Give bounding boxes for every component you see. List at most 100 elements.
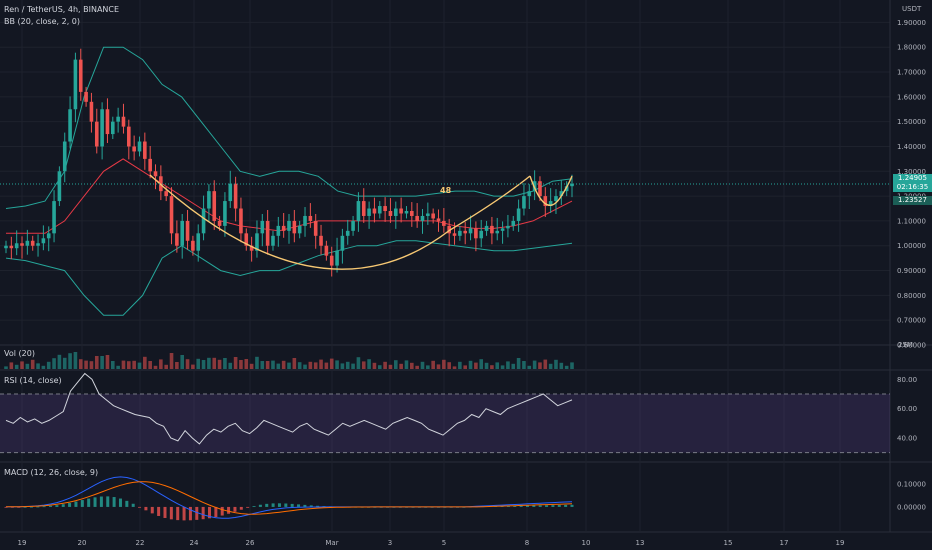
macd-histogram-bar (188, 506, 192, 521)
volume-bar (532, 360, 537, 369)
macd-legend[interactable]: MACD (12, 26, close, 9) (4, 468, 99, 477)
price-tick-label: 1.30000 (897, 168, 926, 176)
candle-body (169, 196, 174, 234)
candle-body (46, 233, 51, 239)
price-tick-label: 0.80000 (897, 292, 926, 300)
candle-body (175, 233, 179, 246)
candle-body (570, 183, 574, 187)
candle-body (276, 225, 281, 236)
candle-body (4, 245, 8, 249)
bar-countdown: 02:16:35 (896, 183, 929, 191)
candle-body (463, 230, 468, 234)
candle-body (143, 141, 147, 159)
current-price-badge: 1.24905 02:16:35 (893, 174, 932, 192)
volume-series (4, 352, 574, 369)
macd-histogram-bar (551, 505, 555, 507)
volume-bar (73, 352, 78, 369)
volume-bar (110, 361, 115, 369)
time-tick-label: 17 (780, 539, 789, 547)
candle-body (212, 191, 217, 221)
rsi-band-fill (0, 394, 890, 453)
candle-body (292, 220, 297, 234)
time-tick-label: 26 (246, 539, 255, 547)
macd-histogram-bar (10, 506, 14, 508)
volume-bar (377, 365, 382, 369)
candle-body (351, 220, 355, 231)
volume-bar (223, 358, 227, 369)
candle-body (239, 208, 243, 234)
macd-histogram-bar (271, 503, 275, 507)
macd-histogram-bar (68, 503, 72, 507)
macd-histogram-bar (239, 506, 243, 510)
macd-histogram-bar (297, 504, 301, 507)
candle-body (468, 228, 473, 234)
candle-body (84, 91, 88, 102)
macd-histogram-bar (106, 496, 110, 507)
candle-body (532, 181, 537, 192)
volume-bar (201, 360, 206, 369)
macd-histogram-bar (55, 505, 59, 507)
volume-bar (495, 362, 500, 369)
volume-bar (463, 365, 468, 369)
vol-axis-label: 25M (898, 341, 913, 349)
candle-body (201, 208, 206, 234)
candle-body (159, 176, 163, 192)
macd-histogram-bar (284, 503, 288, 507)
candle-body (458, 230, 462, 236)
candle-body (185, 220, 190, 241)
candle-body (180, 220, 185, 246)
volume-bar (436, 364, 441, 369)
volume-bar (490, 365, 494, 369)
candle-body (68, 109, 72, 142)
rsi-legend[interactable]: RSI (14, close) (4, 376, 62, 385)
volume-bar (20, 361, 24, 369)
vol-legend[interactable]: Vol (20) (4, 349, 35, 358)
volume-bar (474, 362, 478, 369)
signal-line (6, 481, 573, 515)
candle-body (281, 225, 286, 231)
volume-bar (335, 360, 339, 369)
macd-histogram-bar (303, 504, 307, 507)
macd-histogram-bar (525, 505, 529, 507)
time-tick-label: 10 (582, 539, 591, 547)
time-axis[interactable]: 19 20 22 24 26 Mar 3 5 8 10 13 15 17 19 (18, 539, 845, 547)
candle-body (255, 233, 259, 251)
volume-bar (191, 364, 195, 369)
volume-bar (271, 360, 275, 369)
candle-body (78, 59, 83, 92)
bb-legend[interactable]: BB (20, close, 2, 0) (4, 17, 80, 26)
volume-bar (105, 355, 110, 369)
volume-bar (570, 362, 574, 369)
candle-body (313, 220, 318, 236)
macd-histogram-bar (61, 504, 65, 507)
candle-body (94, 121, 99, 147)
candle-body (105, 109, 110, 135)
volume-bar (399, 363, 403, 369)
volume-bar (442, 359, 446, 369)
candle-body (527, 191, 532, 197)
macd-histogram-bar (277, 503, 281, 507)
candle-body (121, 116, 126, 127)
candle-body (244, 233, 249, 246)
volume-bar (244, 359, 249, 369)
symbol-title: Ren / TetherUS, 4h, BINANCE (4, 5, 120, 14)
time-tick-label: 24 (190, 539, 199, 547)
volume-bar (511, 363, 516, 369)
volume-bar (228, 362, 233, 369)
macd-histogram-bar (538, 505, 542, 507)
macd-histogram-bar (29, 506, 33, 508)
time-tick-label: Mar (325, 539, 338, 547)
candle-body (297, 225, 302, 234)
macd-tick-label: 0.00000 (897, 503, 926, 511)
macd-histogram-bar (570, 504, 574, 507)
volume-bar (372, 362, 377, 369)
macd-histogram-bar (557, 505, 561, 507)
volume-bar (506, 361, 510, 369)
candle-body (223, 201, 227, 226)
macd-histogram-bar (258, 504, 262, 507)
macd-histogram-bar (513, 505, 517, 507)
volume-bar (68, 353, 72, 369)
volume-bar (345, 361, 350, 369)
candle-body (393, 208, 398, 216)
